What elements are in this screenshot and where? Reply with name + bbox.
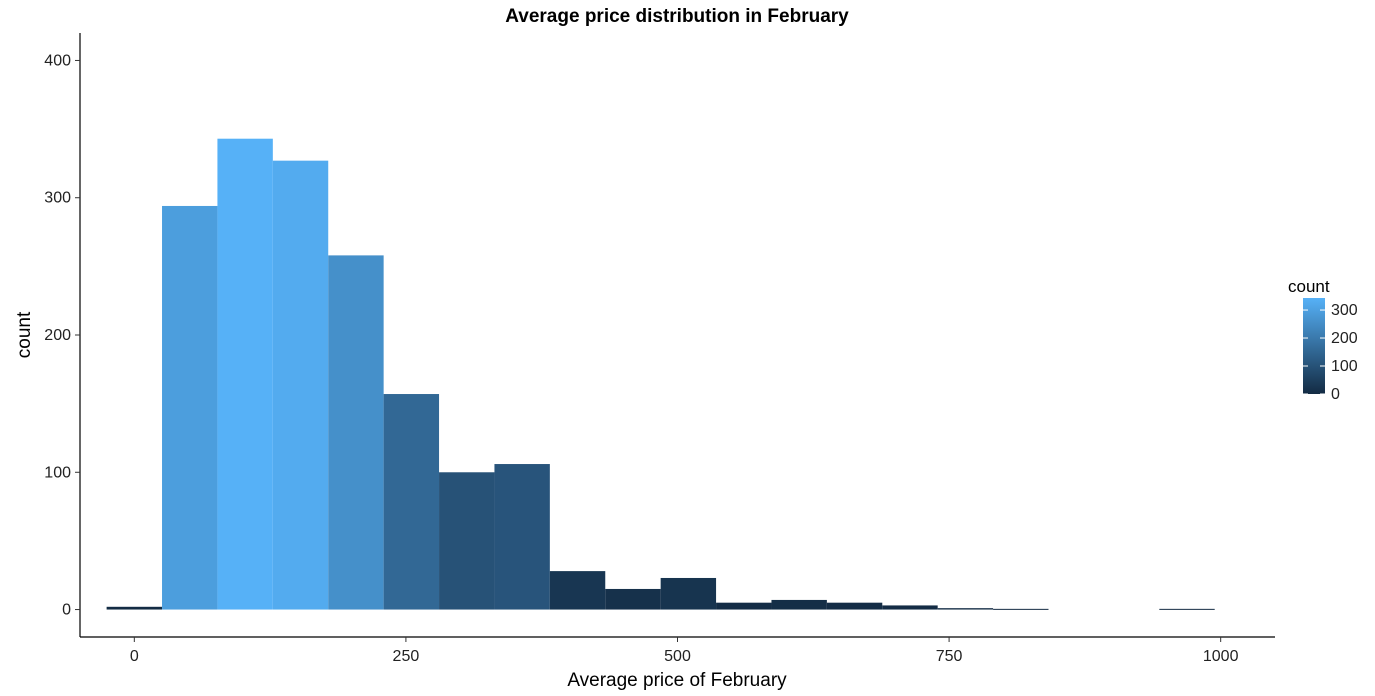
- histogram-bar-4: [328, 255, 384, 610]
- x-tick-label: 750: [936, 648, 963, 665]
- legend-break-label: 100: [1331, 358, 1358, 375]
- y-tick-label: 100: [44, 464, 71, 481]
- x-axis-title: Average price of February: [567, 670, 787, 691]
- legend-break-label: 0: [1331, 386, 1340, 403]
- histogram-bar-13: [826, 602, 883, 610]
- histogram-bar-1: [162, 205, 218, 610]
- bars-group: [106, 138, 1215, 610]
- y-tick-label: 400: [44, 52, 71, 69]
- histogram-bar-3: [272, 160, 329, 610]
- legend-break-label: 300: [1331, 302, 1358, 319]
- histogram-bar-10: [660, 577, 717, 610]
- y-axis-title: count: [14, 311, 35, 358]
- histogram-bar-17: [1159, 608, 1215, 610]
- histogram-bar-14: [882, 605, 938, 610]
- y-tick-label: 0: [62, 602, 71, 619]
- legend-title: count: [1288, 277, 1330, 296]
- histogram-bar-7: [494, 464, 550, 610]
- histogram-bar-2: [217, 138, 273, 610]
- histogram-bar-0: [106, 606, 163, 610]
- histogram-bar-15: [937, 608, 994, 610]
- y-tick-label: 200: [44, 327, 71, 344]
- x-axis-ticks: 0 250 500 750 1000: [130, 637, 1239, 665]
- y-tick-label: 300: [44, 190, 71, 207]
- histogram-bar-6: [439, 472, 495, 610]
- histogram-bar-12: [771, 599, 827, 610]
- x-tick-label: 250: [393, 648, 420, 665]
- chart-title: Average price distribution in February: [505, 6, 849, 27]
- legend-colorbar: [1303, 298, 1325, 394]
- legend-break-label: 200: [1331, 330, 1358, 347]
- x-tick-label: 0: [130, 648, 139, 665]
- histogram-bar-16: [993, 608, 1049, 610]
- x-tick-label: 500: [664, 648, 691, 665]
- histogram-bar-9: [605, 588, 661, 610]
- x-tick-label: 1000: [1203, 648, 1239, 665]
- legend: count 0 100 200 300: [1288, 277, 1358, 403]
- histogram-bar-11: [716, 602, 772, 610]
- histogram-bar-8: [549, 571, 606, 610]
- legend-breaks: 0 100 200 300: [1303, 302, 1358, 403]
- histogram-bar-5: [383, 394, 440, 610]
- y-axis-ticks: 0 100 200 300 400: [44, 52, 80, 619]
